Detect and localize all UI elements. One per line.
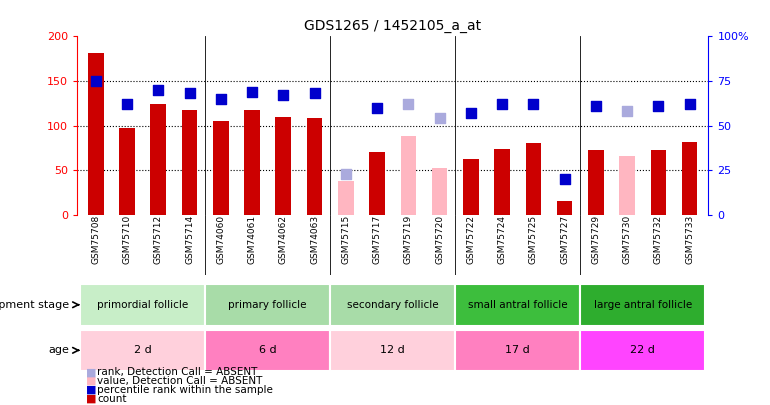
Bar [455,330,581,371]
Text: count: count [97,394,126,404]
Bar [455,284,581,326]
Text: GSM75733: GSM75733 [685,215,694,264]
Text: 12 d: 12 d [380,345,405,355]
Point [527,101,540,107]
Bar [330,284,455,326]
Text: primordial follicle: primordial follicle [97,300,189,310]
Text: GSM75725: GSM75725 [529,215,538,264]
Bar [557,201,572,215]
Text: rank, Detection Call = ABSENT: rank, Detection Call = ABSENT [97,367,257,377]
Point [652,103,665,109]
Bar [80,284,205,326]
Bar [681,143,698,215]
Bar [88,53,104,215]
Bar [581,284,705,326]
Text: GSM74060: GSM74060 [216,215,226,264]
Text: GSM75724: GSM75724 [497,215,507,264]
Text: GSM75710: GSM75710 [122,215,132,264]
Bar [400,136,416,215]
Text: GSM75730: GSM75730 [623,215,631,264]
Point [434,115,446,122]
Text: GSM75732: GSM75732 [654,215,663,264]
Point [684,101,696,107]
Text: 6 d: 6 d [259,345,276,355]
Bar [588,151,604,215]
Text: value, Detection Call = ABSENT: value, Detection Call = ABSENT [97,376,263,386]
Text: small antral follicle: small antral follicle [468,300,567,310]
Text: GSM75712: GSM75712 [154,215,162,264]
Text: GSM75729: GSM75729 [591,215,601,264]
Text: GSM75722: GSM75722 [467,215,475,264]
Text: development stage: development stage [0,300,69,310]
Point [558,176,571,182]
Bar [651,149,666,215]
Text: GSM74061: GSM74061 [247,215,256,264]
Text: 22 d: 22 d [631,345,655,355]
Text: ■: ■ [85,376,96,386]
Text: primary follicle: primary follicle [229,300,307,310]
Title: GDS1265 / 1452105_a_at: GDS1265 / 1452105_a_at [304,19,481,33]
Text: age: age [49,345,69,355]
Point [309,90,321,97]
Bar [526,143,541,215]
Text: secondary follicle: secondary follicle [347,300,438,310]
Bar [306,118,323,215]
Bar [619,156,635,215]
Text: ■: ■ [85,385,96,395]
Point [215,96,227,102]
Point [590,103,602,109]
Point [496,101,508,107]
Text: GSM75714: GSM75714 [185,215,194,264]
Bar [494,149,510,215]
Text: 17 d: 17 d [505,345,530,355]
Point [621,108,633,115]
Bar [205,330,330,371]
Bar [276,117,291,215]
Text: GSM75720: GSM75720 [435,215,444,264]
Text: GSM75708: GSM75708 [92,215,100,264]
Point [183,90,196,97]
Point [89,78,102,84]
Bar [330,330,455,371]
Text: GSM75719: GSM75719 [403,215,413,264]
Point [371,104,383,111]
Text: ■: ■ [85,394,96,404]
Bar [463,158,479,215]
Text: GSM75715: GSM75715 [341,215,350,264]
Text: GSM75717: GSM75717 [373,215,382,264]
Point [340,171,352,177]
Bar [244,109,259,215]
Text: 2 d: 2 d [134,345,152,355]
Bar [80,330,205,371]
Bar [581,330,705,371]
Bar [338,181,353,215]
Text: large antral follicle: large antral follicle [594,300,692,310]
Bar [182,111,197,215]
Text: GSM74062: GSM74062 [279,215,288,264]
Point [246,88,258,95]
Bar [432,168,447,215]
Bar [205,284,330,326]
Text: GSM75727: GSM75727 [560,215,569,264]
Bar [150,104,166,215]
Text: ■: ■ [85,367,96,377]
Point [464,110,477,116]
Bar [213,121,229,215]
Point [402,101,414,107]
Bar [370,152,385,215]
Point [277,92,290,98]
Text: percentile rank within the sample: percentile rank within the sample [97,385,273,395]
Text: GSM74063: GSM74063 [310,215,319,264]
Point [121,101,133,107]
Bar [119,128,135,215]
Point [152,87,165,93]
